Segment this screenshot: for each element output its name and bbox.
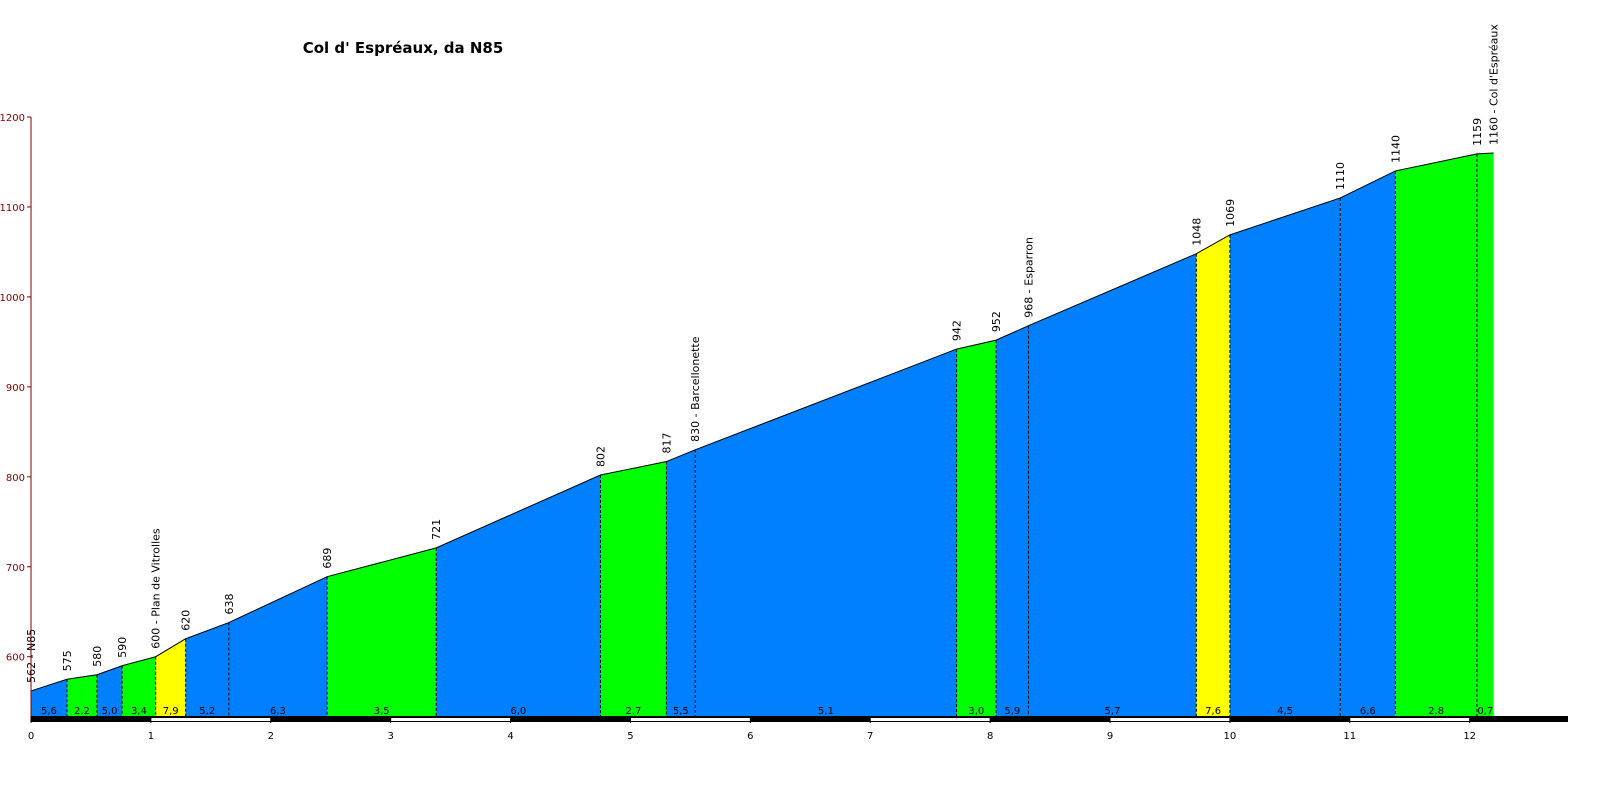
grade-label: 2,2 bbox=[74, 706, 90, 717]
x-tick-label: 9 bbox=[1107, 731, 1113, 742]
x-tick-label: 1 bbox=[148, 731, 154, 742]
point-label: 580 bbox=[91, 646, 104, 667]
grade-segment bbox=[185, 622, 229, 717]
grade-label: 5,9 bbox=[1004, 706, 1020, 717]
x-axis-stripe bbox=[870, 718, 991, 721]
x-tick-label: 5 bbox=[627, 731, 633, 742]
grade-segment bbox=[600, 461, 667, 717]
point-label: 942 bbox=[951, 320, 964, 341]
grade-segment bbox=[1340, 170, 1396, 717]
x-tick-label: 7 bbox=[867, 731, 873, 742]
grade-segment bbox=[436, 475, 601, 717]
x-tick-label: 8 bbox=[987, 731, 993, 742]
x-tick-label: 12 bbox=[1463, 731, 1476, 742]
grade-label: 3,5 bbox=[374, 706, 390, 717]
point-label: 1160 - Col d'Espréaux bbox=[1488, 24, 1501, 145]
x-tick-label: 4 bbox=[507, 731, 513, 742]
grade-label: 2,7 bbox=[625, 706, 641, 717]
x-tick-label: 3 bbox=[387, 731, 393, 742]
point-label: 1110 bbox=[1334, 162, 1347, 190]
grade-segment bbox=[327, 547, 437, 717]
point-label: 830 - Barcellonette bbox=[689, 336, 702, 442]
point-label: 689 bbox=[321, 548, 334, 569]
point-label: 817 bbox=[660, 433, 673, 454]
grade-label: 5,6 bbox=[41, 706, 57, 717]
x-tick-label: 0 bbox=[28, 731, 34, 742]
point-label: 968 - Esparron bbox=[1022, 237, 1035, 318]
grade-segment bbox=[228, 576, 328, 717]
grade-label: 5,7 bbox=[1104, 706, 1120, 717]
x-axis-stripe bbox=[630, 718, 751, 721]
x-tick-label: 10 bbox=[1224, 731, 1237, 742]
point-label: 721 bbox=[430, 519, 443, 540]
x-axis-bar bbox=[31, 716, 1568, 722]
x-axis-stripe bbox=[150, 718, 271, 721]
x-tick-label: 11 bbox=[1343, 731, 1356, 742]
point-label: 575 bbox=[61, 650, 74, 671]
grade-label: 2,8 bbox=[1428, 706, 1444, 717]
y-tick-label: 600 bbox=[6, 653, 25, 664]
grade-label: 5,1 bbox=[818, 706, 834, 717]
point-label: 1140 bbox=[1389, 135, 1402, 163]
grade-segment bbox=[996, 325, 1029, 717]
x-axis-stripe bbox=[1349, 718, 1470, 721]
grade-segment bbox=[1196, 234, 1230, 718]
point-label: 802 bbox=[594, 446, 607, 467]
grade-label: 6,6 bbox=[1360, 706, 1376, 717]
grade-segment bbox=[1028, 253, 1197, 717]
y-tick-label: 900 bbox=[6, 383, 25, 394]
grade-label: 3,0 bbox=[968, 706, 984, 717]
grade-label: 5,0 bbox=[102, 706, 118, 717]
grade-segment bbox=[956, 340, 997, 717]
point-label: 620 bbox=[180, 610, 193, 631]
grade-label: 3,4 bbox=[131, 706, 147, 717]
grade-label: 7,9 bbox=[163, 706, 179, 717]
x-axis-stripe bbox=[1110, 718, 1230, 721]
point-label: 1048 bbox=[1190, 218, 1203, 246]
y-tick-label: 1200 bbox=[0, 113, 25, 124]
point-label: 1069 bbox=[1224, 199, 1237, 227]
grade-segment bbox=[66, 674, 97, 717]
grade-label: 7,6 bbox=[1205, 706, 1221, 717]
point-label: 638 bbox=[223, 594, 236, 615]
grade-segment bbox=[122, 656, 156, 717]
grade-label: 4,5 bbox=[1277, 706, 1293, 717]
x-tick-label: 6 bbox=[747, 731, 753, 742]
y-tick-label: 700 bbox=[6, 563, 25, 574]
grade-label: 5,2 bbox=[199, 706, 215, 717]
y-tick-label: 1100 bbox=[0, 203, 25, 214]
grade-segment bbox=[1395, 153, 1477, 717]
y-tick-label: 800 bbox=[6, 473, 25, 484]
grade-label: 5,5 bbox=[673, 706, 689, 717]
x-tick-label: 2 bbox=[268, 731, 274, 742]
x-axis-stripe bbox=[390, 718, 511, 721]
grade-segment bbox=[96, 665, 123, 717]
grade-segment bbox=[1476, 152, 1494, 718]
grade-segment bbox=[695, 349, 957, 717]
grade-label: 6,0 bbox=[510, 706, 526, 717]
point-label: 1159 bbox=[1471, 118, 1484, 146]
grade-label: 6,3 bbox=[270, 706, 286, 717]
chart-title: Col d' Espréaux, da N85 bbox=[303, 39, 504, 57]
point-label: 952 bbox=[990, 311, 1003, 332]
grade-segment bbox=[1229, 197, 1341, 717]
y-tick-label: 1000 bbox=[0, 293, 25, 304]
grade-segment bbox=[666, 449, 696, 717]
grade-segment bbox=[155, 638, 186, 717]
grade-label: 0,7 bbox=[1477, 706, 1493, 717]
grade-segment bbox=[31, 679, 67, 717]
point-label: 590 bbox=[116, 637, 129, 658]
point-label: 600 - Plan de Vitrolles bbox=[150, 528, 163, 649]
